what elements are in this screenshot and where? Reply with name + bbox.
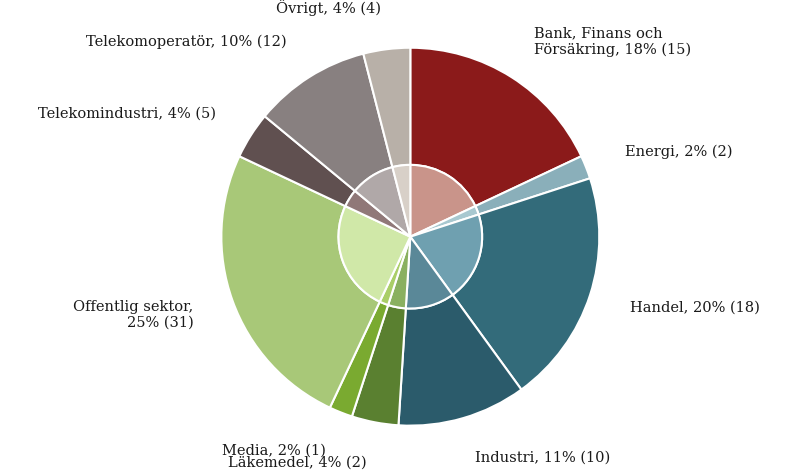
Wedge shape: [363, 48, 410, 167]
Text: Offentlig sektor,
25% (31): Offentlig sektor, 25% (31): [73, 300, 193, 330]
Text: Telekomoperatör, 10% (12): Telekomoperatör, 10% (12): [86, 35, 287, 49]
Wedge shape: [393, 165, 410, 237]
Wedge shape: [345, 191, 410, 237]
Wedge shape: [410, 48, 581, 206]
Text: Handel, 20% (18): Handel, 20% (18): [630, 301, 760, 315]
Wedge shape: [388, 237, 410, 308]
Text: Övrigt, 4% (4): Övrigt, 4% (4): [277, 0, 381, 16]
Wedge shape: [380, 237, 410, 305]
Text: Telekomindustri, 4% (5): Telekomindustri, 4% (5): [38, 106, 216, 120]
Text: Industri, 11% (10): Industri, 11% (10): [475, 451, 610, 465]
Wedge shape: [265, 54, 393, 191]
Wedge shape: [221, 156, 380, 407]
Text: Energi, 2% (2): Energi, 2% (2): [625, 145, 732, 159]
Wedge shape: [330, 302, 388, 416]
Wedge shape: [355, 167, 410, 237]
Text: Media, 2% (1): Media, 2% (1): [221, 444, 325, 458]
Wedge shape: [410, 206, 479, 237]
Wedge shape: [453, 178, 600, 390]
Wedge shape: [410, 165, 475, 237]
Text: Bank, Finans och
Försäkring, 18% (15): Bank, Finans och Försäkring, 18% (15): [534, 27, 691, 57]
Wedge shape: [406, 237, 453, 308]
Wedge shape: [475, 156, 590, 214]
Text: Läkemedel, 4% (2): Läkemedel, 4% (2): [228, 456, 367, 470]
Wedge shape: [398, 295, 521, 426]
Wedge shape: [352, 305, 406, 425]
Wedge shape: [339, 206, 410, 302]
Wedge shape: [410, 214, 482, 295]
Wedge shape: [239, 116, 355, 206]
